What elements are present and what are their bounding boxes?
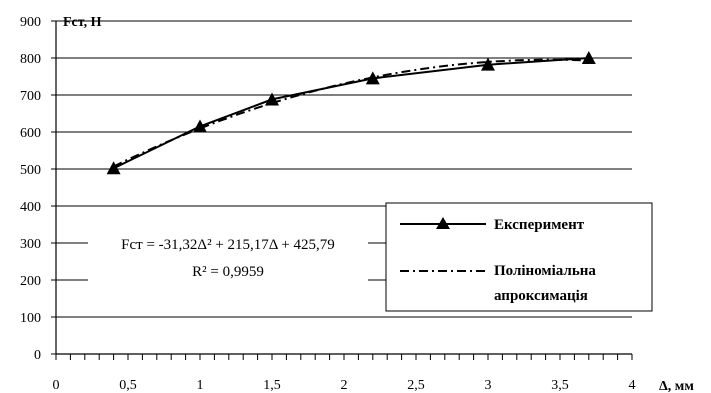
data-point-experiment-3 — [365, 71, 380, 85]
equation-annotation: Fст = -31,32Δ² + 215,17Δ + 425,79 R² = 0… — [88, 232, 368, 284]
legend: Експеримент Поліноміальна апроксимація — [385, 202, 653, 312]
equation-text: Fст = -31,32Δ² + 215,17Δ + 425,79 — [121, 237, 335, 253]
data-point-experiment-0 — [106, 161, 121, 175]
x-tick-label-2,5: 2,5 — [407, 378, 425, 393]
legend-label-experiment: Експеримент — [494, 217, 585, 233]
data-point-experiment-1 — [193, 119, 207, 133]
x-tick-label-1,5: 1,5 — [263, 378, 281, 393]
data-point-experiment-5 — [581, 51, 596, 64]
x-tick-label-0: 0 — [53, 378, 60, 393]
x-tick-label-3: 3 — [485, 378, 492, 393]
x-tick-label-0,5: 0,5 — [119, 378, 137, 393]
y-tick-label-300: 300 — [20, 237, 41, 252]
series-experiment-line — [113, 57, 589, 170]
x-tick-label-1: 1 — [197, 378, 204, 393]
y-tick-label-200: 200 — [20, 274, 41, 289]
y-axis-title: Fст, Н — [63, 15, 102, 30]
y-tick-label-600: 600 — [20, 126, 41, 141]
legend-box — [385, 202, 653, 312]
equation-background — [88, 232, 368, 284]
tick-labels: 0 100 200 300 400 500 600 700 800 900 0 0,5 1 1,5 2 2,5… — [20, 15, 636, 393]
y-tick-label-400: 400 — [20, 200, 41, 215]
r-squared-text: R² = 0,9959 — [192, 264, 264, 280]
legend-label-polynomial-2: апроксимація — [494, 288, 588, 304]
y-tick-label-0: 0 — [34, 348, 41, 363]
y-tick-label-700: 700 — [20, 89, 41, 104]
y-tick-label-500: 500 — [20, 163, 41, 178]
x-tick-label-3,5: 3,5 — [551, 378, 569, 393]
y-tick-label-900: 900 — [20, 15, 41, 30]
data-point-experiment-4 — [481, 57, 495, 71]
legend-label-polynomial-1: Поліноміальна — [494, 263, 596, 279]
x-tick-label-4: 4 — [629, 378, 636, 393]
axes — [51, 20, 633, 360]
series — [106, 51, 596, 175]
x-tick-label-2: 2 — [341, 378, 348, 393]
legend-swatch-experiment-marker — [436, 217, 450, 229]
x-axis-title: Δ, мм — [659, 379, 694, 393]
data-point-experiment-2 — [265, 92, 279, 106]
y-tick-label-800: 800 — [20, 52, 41, 67]
series-polynomial-line — [113, 58, 589, 168]
y-tick-label-100: 100 — [20, 311, 41, 326]
